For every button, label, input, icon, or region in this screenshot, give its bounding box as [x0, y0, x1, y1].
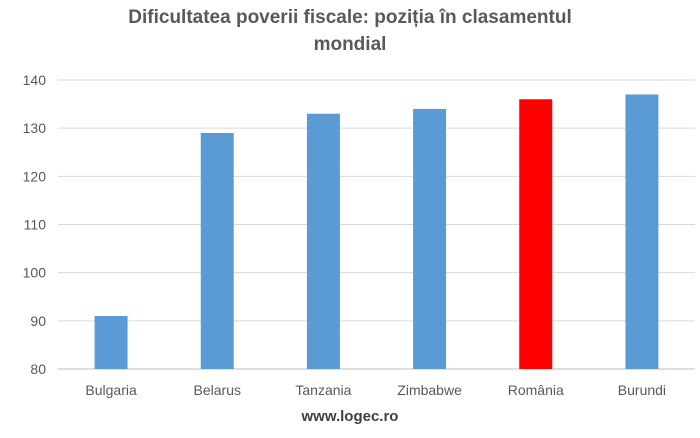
y-axis-ticks: 80 90 100 110 120 130 140 [23, 72, 47, 377]
x-tick-label: Burundi [618, 382, 666, 398]
bar-bulgaria [94, 316, 128, 369]
chart-title-line-2: mondial [313, 34, 387, 55]
y-tick-label: 110 [24, 217, 47, 233]
source-footer: www.logec.ro [301, 408, 399, 425]
x-tick-label: România [508, 382, 564, 398]
y-tick-label: 90 [30, 313, 46, 329]
gridlines [58, 79, 695, 370]
x-tick-label: Zimbabwe [397, 382, 462, 398]
chart-title: Dificultatea poverii fiscale: poziția în… [0, 4, 700, 58]
x-tick-label: Bulgaria [85, 382, 137, 398]
x-tick-label: Tanzania [295, 382, 351, 398]
x-tick-label: Belarus [194, 382, 241, 398]
y-tick-label: 80 [30, 361, 46, 377]
x-axis-ticks: Bulgaria Belarus Tanzania Zimbabwe România Bu… [85, 382, 666, 398]
y-tick-label: 140 [23, 72, 47, 88]
bar-burundi [625, 94, 659, 369]
bar-tanzania [306, 113, 340, 369]
y-tick-label: 120 [23, 168, 47, 184]
bar-zimbabwe [413, 108, 447, 370]
bar-belarus [200, 132, 234, 369]
bars [94, 94, 659, 370]
chart-title-line-1: Dificultatea poverii fiscale: poziția în… [128, 7, 572, 28]
y-tick-label: 130 [23, 120, 47, 136]
y-tick-label: 100 [23, 265, 47, 281]
bar-românia [519, 99, 553, 370]
